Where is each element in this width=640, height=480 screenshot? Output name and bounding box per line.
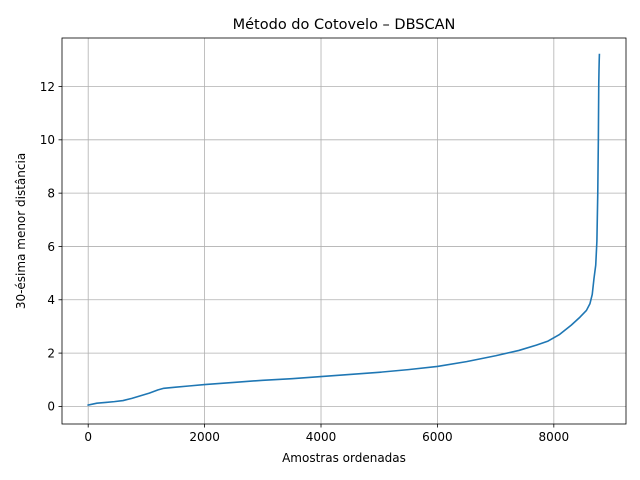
series-line (87, 53, 601, 407)
series-layer (87, 53, 601, 407)
plot-frame (61, 37, 627, 425)
y-tick-label: 0 (47, 400, 55, 414)
y-tick-label: 6 (47, 240, 55, 254)
x-tick-label: 0 (84, 430, 92, 444)
y-tick-label: 8 (47, 186, 55, 200)
x-tick-label: 6000 (422, 430, 453, 444)
x-tick-label: 4000 (306, 430, 337, 444)
y-tick-label: 10 (40, 133, 55, 147)
y-tick-label: 2 (47, 346, 55, 360)
chart-title: Método do Cotovelo – DBSCAN (233, 17, 456, 33)
y-axis-label: 30-ésima menor distância (14, 153, 28, 309)
y-tick-label: 4 (47, 293, 55, 307)
y-tick-label: 12 (40, 80, 55, 94)
x-axis-label: Amostras ordenadas (282, 451, 406, 465)
grid (62, 38, 626, 424)
x-tick-label: 2000 (189, 430, 220, 444)
x-tick-label: 8000 (539, 430, 570, 444)
ticks: 0 2000 4000 6000 8000 0 2 4 6 8 10 12 (40, 80, 569, 444)
